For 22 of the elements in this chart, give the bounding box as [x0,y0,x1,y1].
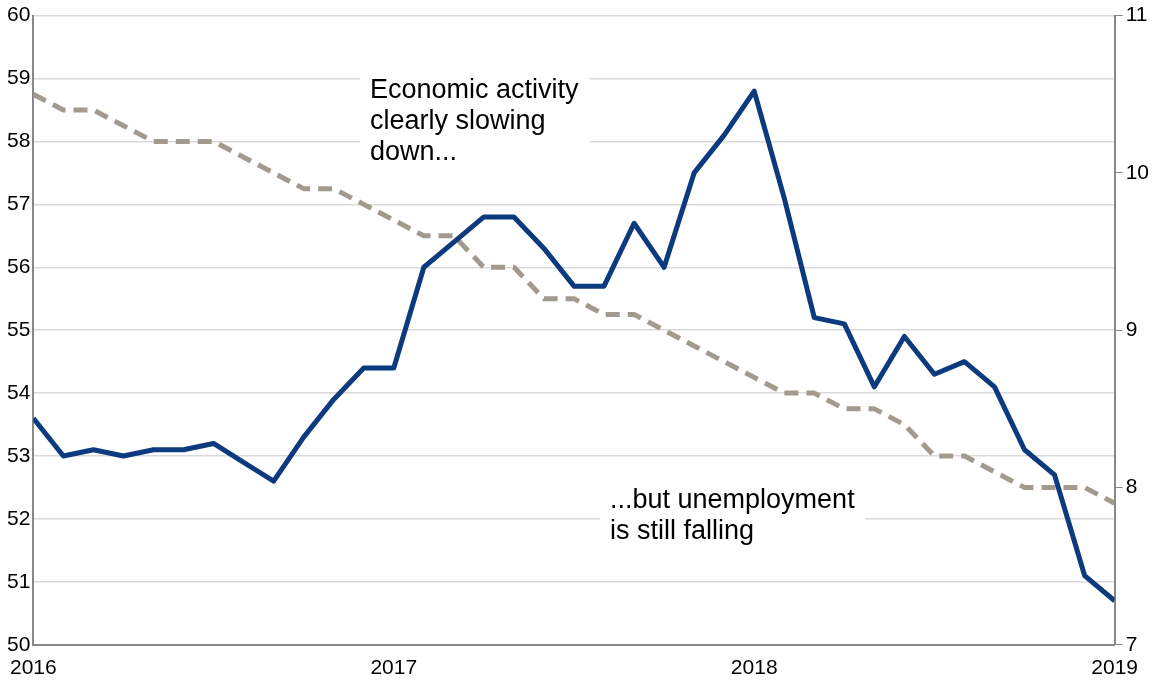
y-tick-label: 60 [7,2,31,26]
y-tick-label: 58 [7,128,31,152]
x-tick-label: 2019 [1091,655,1138,679]
y-tick-label: 54 [7,379,31,403]
y-tick-label: 51 [7,568,31,592]
y2-tick-label: 9 [1125,317,1138,340]
y2-tick-label: 7 [1125,631,1138,655]
y-tick-label: 52 [7,505,31,529]
annotation: ...but unemployment is still falling [600,480,865,550]
y-tick-label: 59 [7,65,31,89]
y-tick-label: 55 [7,317,31,340]
y-tick-label: 57 [7,191,31,215]
y-tick-label: 56 [7,254,31,278]
y-tick-label: 53 [7,442,31,466]
x-tick-label: 2017 [370,655,418,679]
y2-tick-label: 10 [1125,159,1149,183]
y-tick-label: 50 [7,631,31,655]
x-tick-label: 2016 [10,655,57,679]
annotation: Economic activity clearly slowing down... [360,70,589,171]
x-tick-label: 2018 [730,655,778,679]
y2-tick-label: 8 [1125,474,1138,498]
y2-tick-label: 11 [1125,2,1148,26]
